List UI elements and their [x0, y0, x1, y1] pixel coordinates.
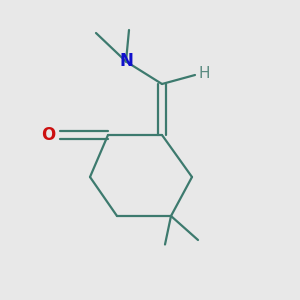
Text: H: H [199, 66, 210, 81]
Text: N: N [119, 52, 133, 70]
Text: O: O [41, 126, 56, 144]
